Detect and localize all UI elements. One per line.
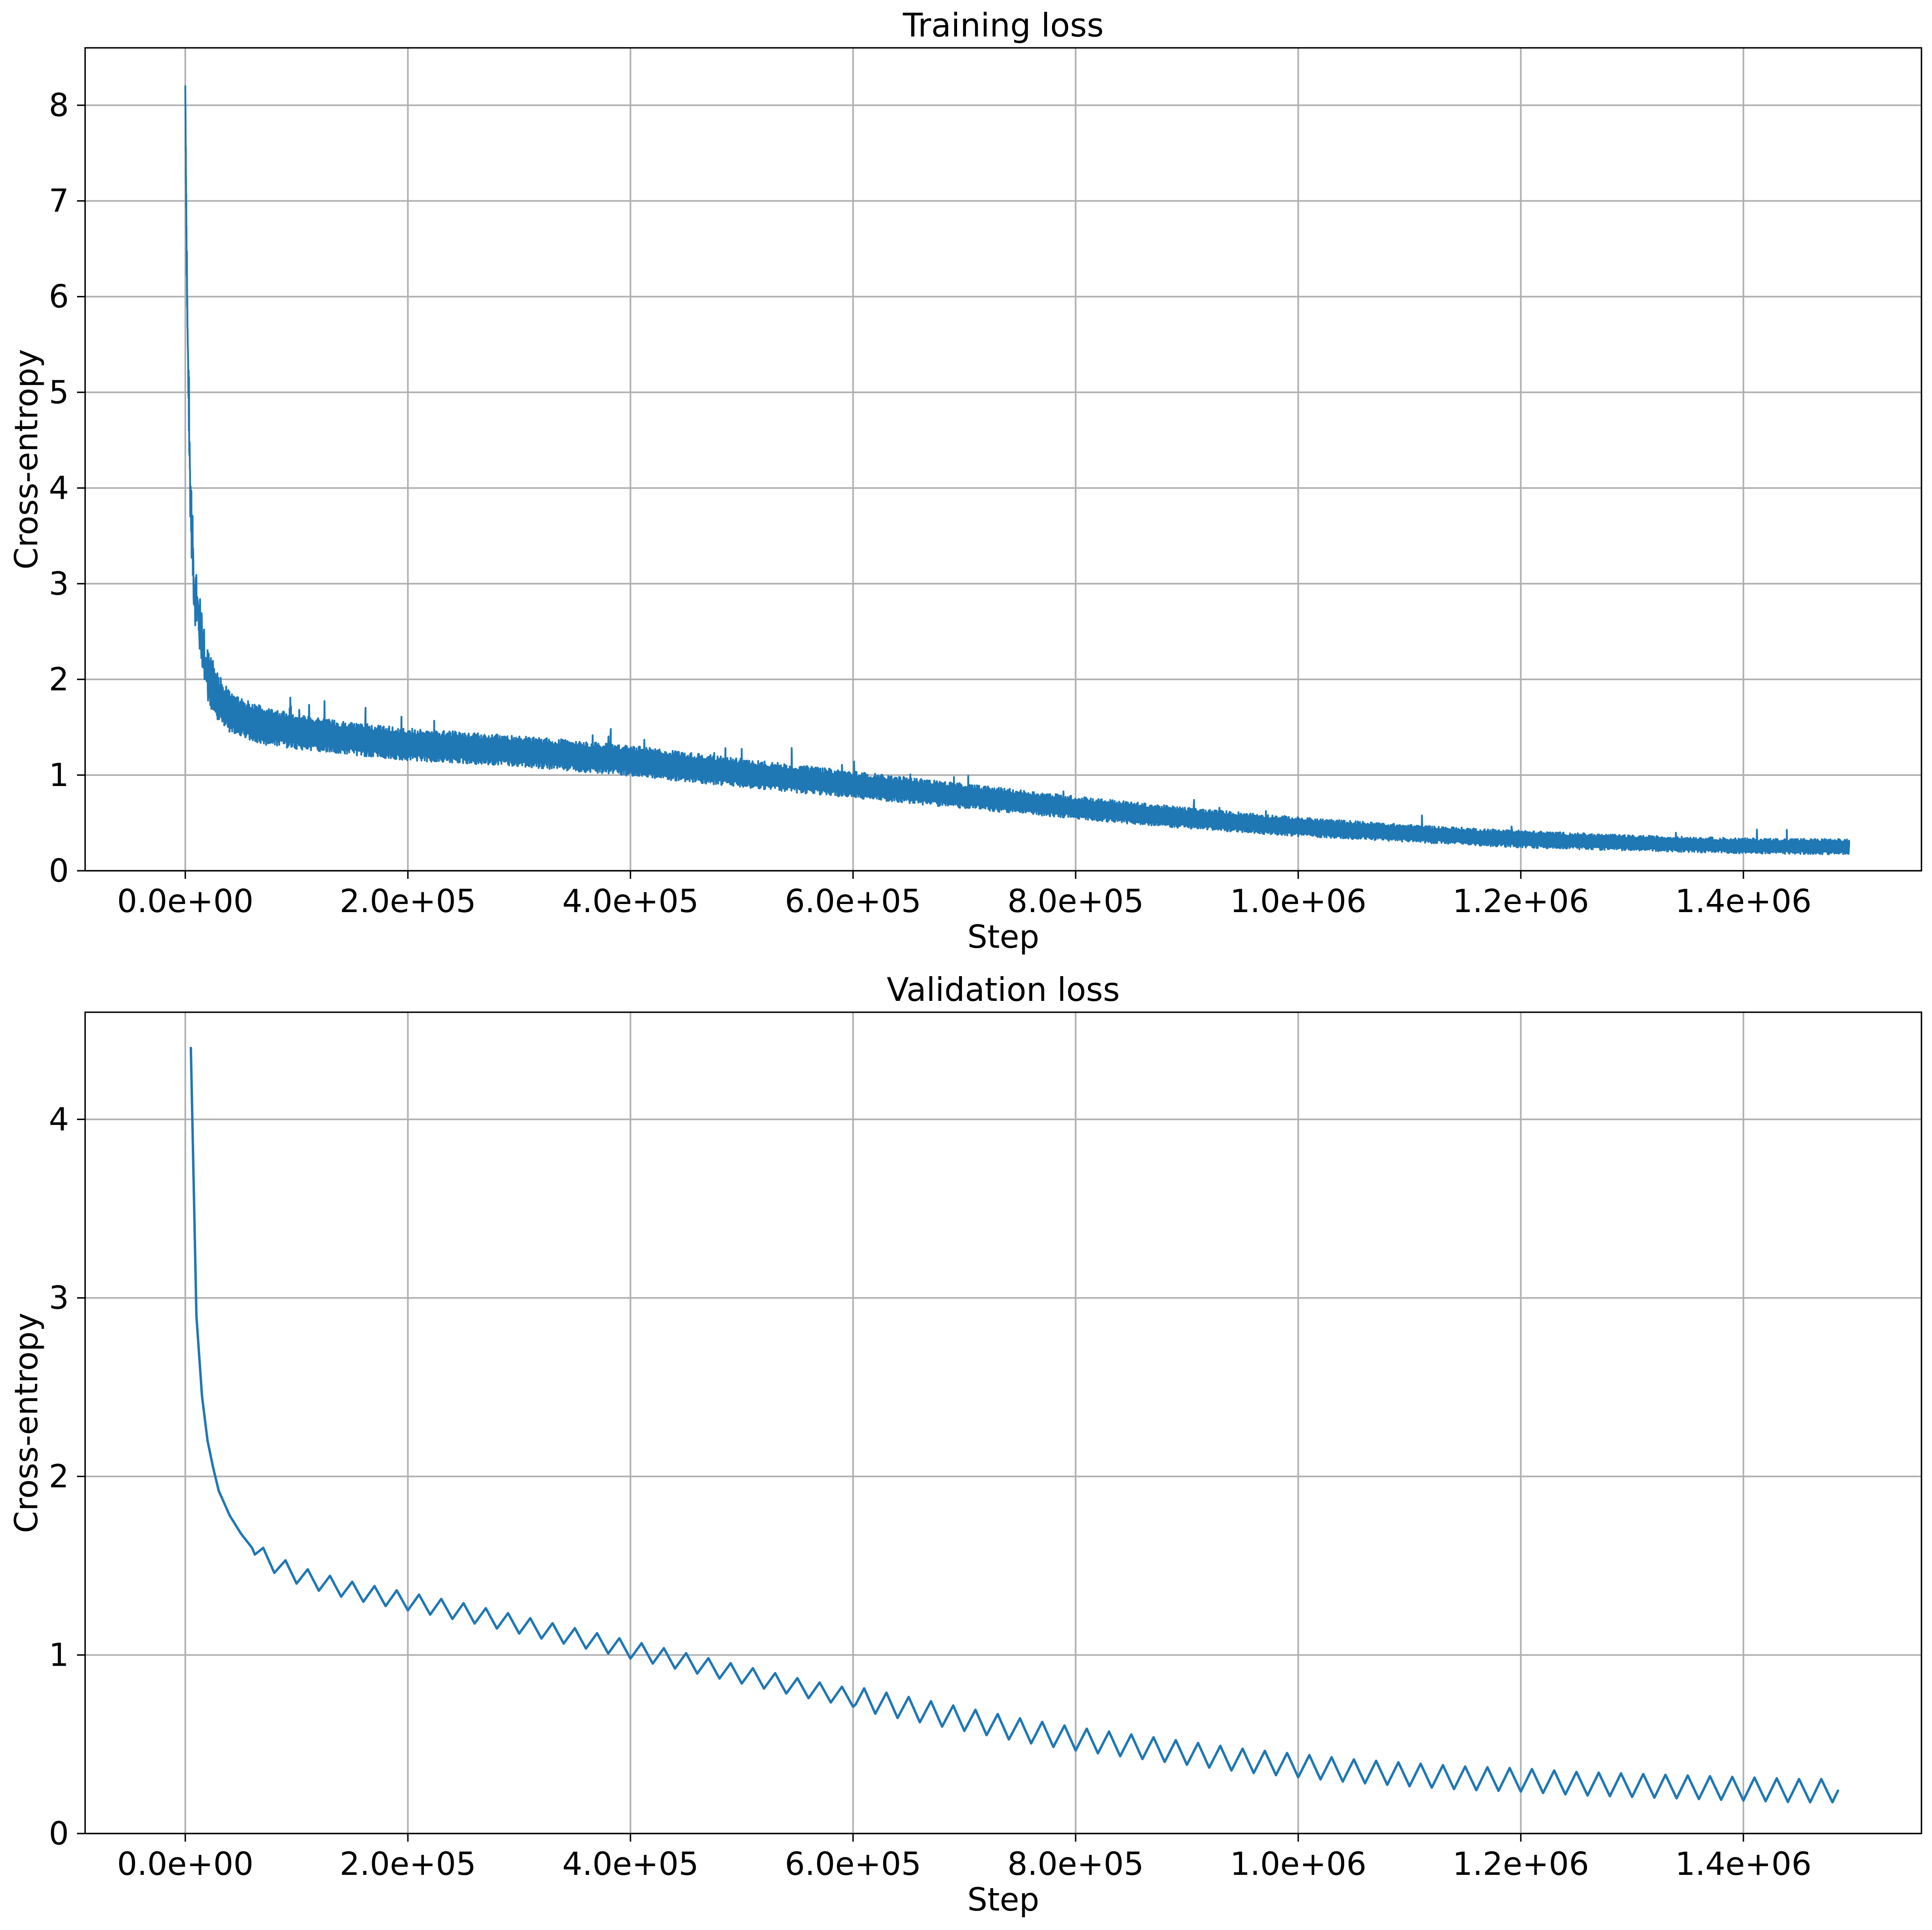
validation-y-tick-label: 0: [49, 1816, 69, 1852]
validation-chart-title: Validation loss: [887, 971, 1120, 1009]
training-y-tick-label: 1: [49, 757, 69, 794]
training-x-tick-label: 6.0e+05: [785, 883, 921, 920]
validation-y-tick-label: 4: [49, 1101, 69, 1138]
validation-y-tick-label: 2: [49, 1459, 69, 1495]
training-y-tick-label: 3: [49, 566, 69, 602]
validation-x-tick-label: 2.0e+05: [340, 1846, 476, 1883]
training-y-axis-label: Cross-entropy: [9, 349, 45, 570]
training-x-axis-label: Step: [967, 919, 1039, 955]
validation-x-tick-label: 6.0e+05: [785, 1846, 921, 1883]
training-x-tick-label: 0.0e+00: [117, 883, 254, 920]
training-chart-title: Training loss: [902, 6, 1104, 44]
training-x-tick-label: 8.0e+05: [1007, 883, 1144, 920]
validation-x-tick-label: 0.0e+00: [117, 1846, 254, 1883]
training-x-tick-label: 1.2e+06: [1452, 883, 1589, 920]
training-y-tick-label: 8: [49, 88, 69, 124]
training-y-tick-label: 4: [49, 470, 69, 507]
training-axes-frame: [84, 47, 1922, 872]
training-x-tick-label: 4.0e+05: [562, 883, 699, 920]
training-x-tick-label: 1.4e+06: [1675, 883, 1812, 920]
validation-loss-series-line: [189, 1047, 1840, 1804]
validation-y-tick-label: 3: [49, 1280, 69, 1317]
validation-x-tick-label: 8.0e+05: [1007, 1846, 1144, 1883]
training-y-tick-label: 0: [49, 853, 69, 889]
training-y-tick-label: 5: [49, 375, 69, 411]
training-y-tick-label: 7: [49, 183, 69, 220]
training-x-tick-label: 2.0e+05: [340, 883, 476, 920]
validation-x-tick-label: 1.2e+06: [1452, 1846, 1589, 1883]
validation-x-tick-label: 1.4e+06: [1675, 1846, 1812, 1883]
validation-axes-frame: [84, 1011, 1922, 1834]
training-y-tick-label: 6: [49, 279, 69, 315]
validation-x-tick-label: 4.0e+05: [562, 1846, 699, 1883]
training-loss-panel: 0.0e+00 2.0e+05 4.0e+05 6.0e+05 8.0e+05 1.0e+…: [9, 6, 1922, 955]
validation-y-tick-label: 1: [49, 1637, 69, 1674]
validation-x-axis-label: Step: [967, 1882, 1039, 1918]
validation-y-axis-label: Cross-entropy: [9, 1313, 45, 1533]
training-x-tick-label: 1.0e+06: [1230, 883, 1367, 920]
validation-x-tick-label: 1.0e+06: [1230, 1846, 1367, 1883]
training-loss-series-line: [184, 85, 1850, 855]
validation-loss-panel: 0.0e+00 2.0e+05 4.0e+05 6.0e+05 8.0e+05 1.0e+…: [9, 971, 1922, 1918]
training-y-tick-label: 2: [49, 662, 69, 698]
